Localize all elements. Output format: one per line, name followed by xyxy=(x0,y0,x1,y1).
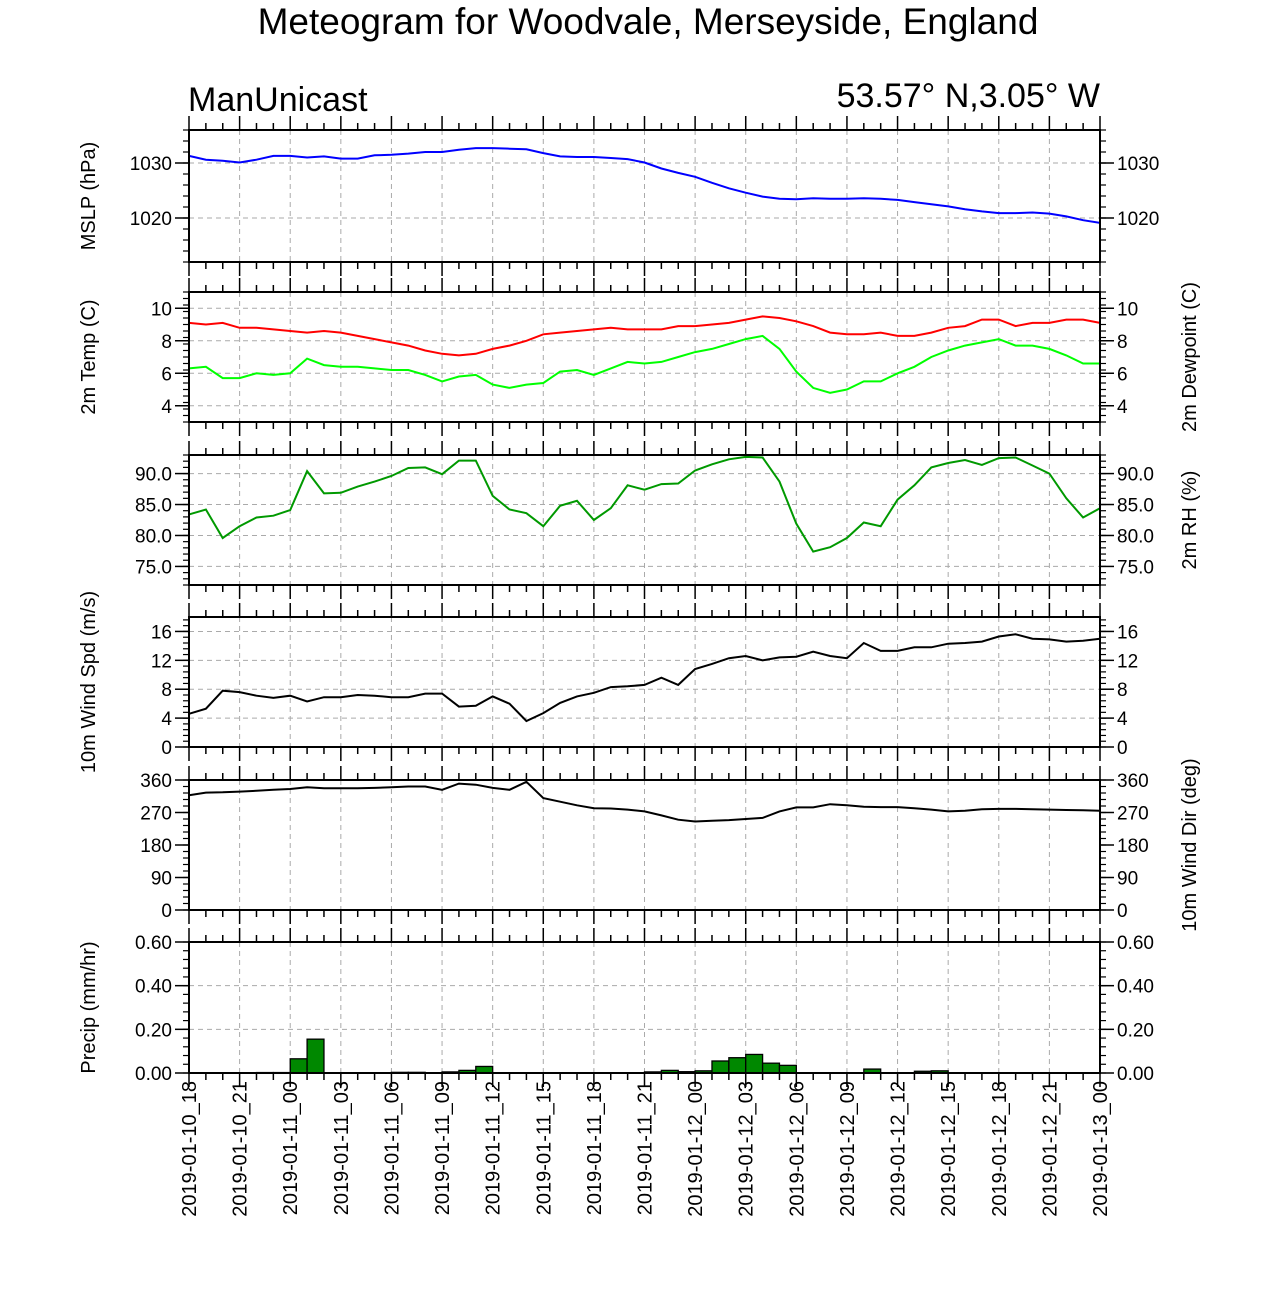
y-axis-label-left: 10m Wind Spd (m/s) xyxy=(78,591,100,773)
y-tick-label-right: 4 xyxy=(1117,397,1128,418)
x-tick-label: 2019-01-11_00 xyxy=(280,1081,302,1215)
y-tick-label: 8 xyxy=(161,332,172,353)
y-tick-label: 0.00 xyxy=(135,1064,172,1085)
y-tick-label-right: 6 xyxy=(1117,364,1128,385)
y-tick-label-right: 0.20 xyxy=(1117,1020,1154,1041)
model-name: ManUnicast xyxy=(188,81,368,119)
x-tick-label: 2019-01-11_06 xyxy=(381,1081,403,1215)
x-tick-label: 2019-01-13_00 xyxy=(1090,1081,1112,1217)
y-tick-label: 0 xyxy=(161,901,172,922)
x-tick-label: 2019-01-11_18 xyxy=(584,1081,606,1215)
y-tick-label: 4 xyxy=(161,709,172,730)
x-axis: 2019-01-10_18 2019-01-10_21 2019-01-11_00 2… xyxy=(179,1081,1112,1217)
precip-bar xyxy=(745,1053,764,1074)
y-tick-label: 75.0 xyxy=(135,557,172,578)
chart-title: Meteogram for Woodvale, Merseyside, Engl… xyxy=(258,1,1039,42)
y-tick-label: 85.0 xyxy=(135,496,172,517)
panel-2: 75.0 75.0 80.0 80.0 85.0 85.0 90.0 90.0 2m RH (%… xyxy=(135,441,1201,599)
panel-4: 0 0 90 90 180 180 270 270 360 360 10m Wind Dir (de… xyxy=(140,758,1201,931)
y-tick-label: 12 xyxy=(151,651,172,672)
y-tick-label-right: 90.0 xyxy=(1117,465,1154,486)
y-tick-label-right: 360 xyxy=(1117,771,1149,792)
precip-bar xyxy=(728,1057,747,1074)
y-tick-label-right: 4 xyxy=(1117,709,1128,730)
precip-bar xyxy=(761,1062,781,1074)
series-line-0 xyxy=(188,147,1101,224)
y-tick-label: 10 xyxy=(151,299,172,320)
y-tick-label: 0.20 xyxy=(135,1020,172,1041)
x-tick-label: 2019-01-11_12 xyxy=(483,1081,505,1215)
precip-bar xyxy=(306,1038,325,1074)
series-line-0 xyxy=(188,455,1101,553)
location-coordinates: 53.57° N,3.05° W xyxy=(837,77,1100,115)
x-tick-label: 2019-01-11_03 xyxy=(331,1081,353,1215)
y-axis-label-left: 2m Temp (C) xyxy=(78,299,100,414)
y-tick-label-right: 0.60 xyxy=(1117,933,1154,954)
series-line-0 xyxy=(188,315,1101,357)
x-tick-label: 2019-01-12_18 xyxy=(989,1081,1011,1217)
y-tick-label: 80.0 xyxy=(135,526,172,547)
y-tick-label: 1020 xyxy=(130,209,172,230)
precip-bar xyxy=(289,1058,308,1074)
panel-5: 0.00 0.00 0.20 0.20 0.40 0.40 0.60 0.60 Precip (… xyxy=(78,928,1154,1087)
x-tick-label: 2019-01-12_12 xyxy=(888,1081,910,1217)
y-tick-label-right: 0 xyxy=(1117,738,1128,759)
x-tick-label: 2019-01-12_06 xyxy=(786,1081,808,1217)
y-tick-label-right: 0.00 xyxy=(1117,1064,1154,1085)
y-tick-label-right: 12 xyxy=(1117,651,1138,672)
y-axis-label-right: 2m RH (%) xyxy=(1179,471,1201,570)
y-tick-label-right: 1030 xyxy=(1117,154,1159,175)
y-axis-label-left: Precip (mm/hr) xyxy=(78,941,100,1073)
x-tick-label: 2019-01-11_21 xyxy=(635,1081,657,1215)
y-tick-label: 180 xyxy=(140,836,172,857)
x-tick-label: 2019-01-12_15 xyxy=(938,1081,960,1217)
series-line-1 xyxy=(188,334,1100,394)
x-tick-label: 2019-01-11_15 xyxy=(533,1081,555,1215)
y-tick-label: 0 xyxy=(161,738,172,759)
y-tick-label: 0.60 xyxy=(135,933,172,954)
y-tick-label-right: 90 xyxy=(1117,869,1138,890)
y-tick-label: 0.40 xyxy=(135,977,172,998)
y-tick-label-right: 8 xyxy=(1117,332,1128,353)
y-tick-label-right: 75.0 xyxy=(1117,557,1154,578)
y-tick-label: 90.0 xyxy=(135,465,172,486)
y-tick-label: 8 xyxy=(161,680,172,701)
series-line-0 xyxy=(188,633,1101,723)
panel-1: 4 4 6 6 8 8 10 10 2m Temp (C) 2m Dewpoint (C) xyxy=(78,278,1201,436)
y-tick-label-right: 0 xyxy=(1117,901,1128,922)
y-tick-label-right: 80.0 xyxy=(1117,526,1154,547)
y-axis-label-right: 10m Wind Dir (deg) xyxy=(1179,758,1201,931)
y-tick-label: 90 xyxy=(151,869,172,890)
x-tick-label: 2019-01-12_21 xyxy=(1039,1081,1061,1217)
y-tick-label: 6 xyxy=(161,364,172,385)
y-tick-label-right: 10 xyxy=(1117,299,1138,320)
panels: 1020 1020 1030 1030 MSLP (hPa) 4 4 6 6 8 8 10 10 2m T… xyxy=(78,116,1201,1087)
x-tick-label: 2019-01-11_09 xyxy=(432,1081,454,1215)
y-tick-label-right: 0.40 xyxy=(1117,977,1154,998)
x-tick-label: 2019-01-10_21 xyxy=(230,1081,252,1217)
precip-bar xyxy=(711,1060,730,1074)
y-tick-label: 360 xyxy=(140,771,172,792)
y-tick-label-right: 180 xyxy=(1117,836,1149,857)
x-tick-label: 2019-01-12_09 xyxy=(837,1081,859,1217)
y-tick-label: 16 xyxy=(151,622,172,643)
panel-0: 1020 1020 1030 1030 MSLP (hPa) xyxy=(78,116,1159,276)
y-tick-label: 270 xyxy=(140,804,172,825)
x-tick-label: 2019-01-12_03 xyxy=(736,1081,758,1217)
y-tick-label: 1030 xyxy=(130,154,172,175)
y-tick-label-right: 8 xyxy=(1117,680,1128,701)
precip-bar xyxy=(778,1064,797,1074)
y-tick-label-right: 85.0 xyxy=(1117,496,1154,517)
series-line-0 xyxy=(188,780,1101,823)
y-tick-label-right: 16 xyxy=(1117,622,1138,643)
x-tick-label: 2019-01-12_00 xyxy=(685,1081,707,1217)
y-axis-label-right: 2m Dewpoint (C) xyxy=(1179,282,1201,432)
y-tick-label-right: 1020 xyxy=(1117,209,1159,230)
y-tick-label: 4 xyxy=(161,397,172,418)
y-axis-label-left: MSLP (hPa) xyxy=(78,142,100,251)
panel-3: 0 0 4 4 8 8 12 12 16 16 10m Wind Spd (m/s) xyxy=(78,591,1138,773)
x-tick-label: 2019-01-10_18 xyxy=(179,1081,201,1217)
y-tick-label-right: 270 xyxy=(1117,804,1149,825)
